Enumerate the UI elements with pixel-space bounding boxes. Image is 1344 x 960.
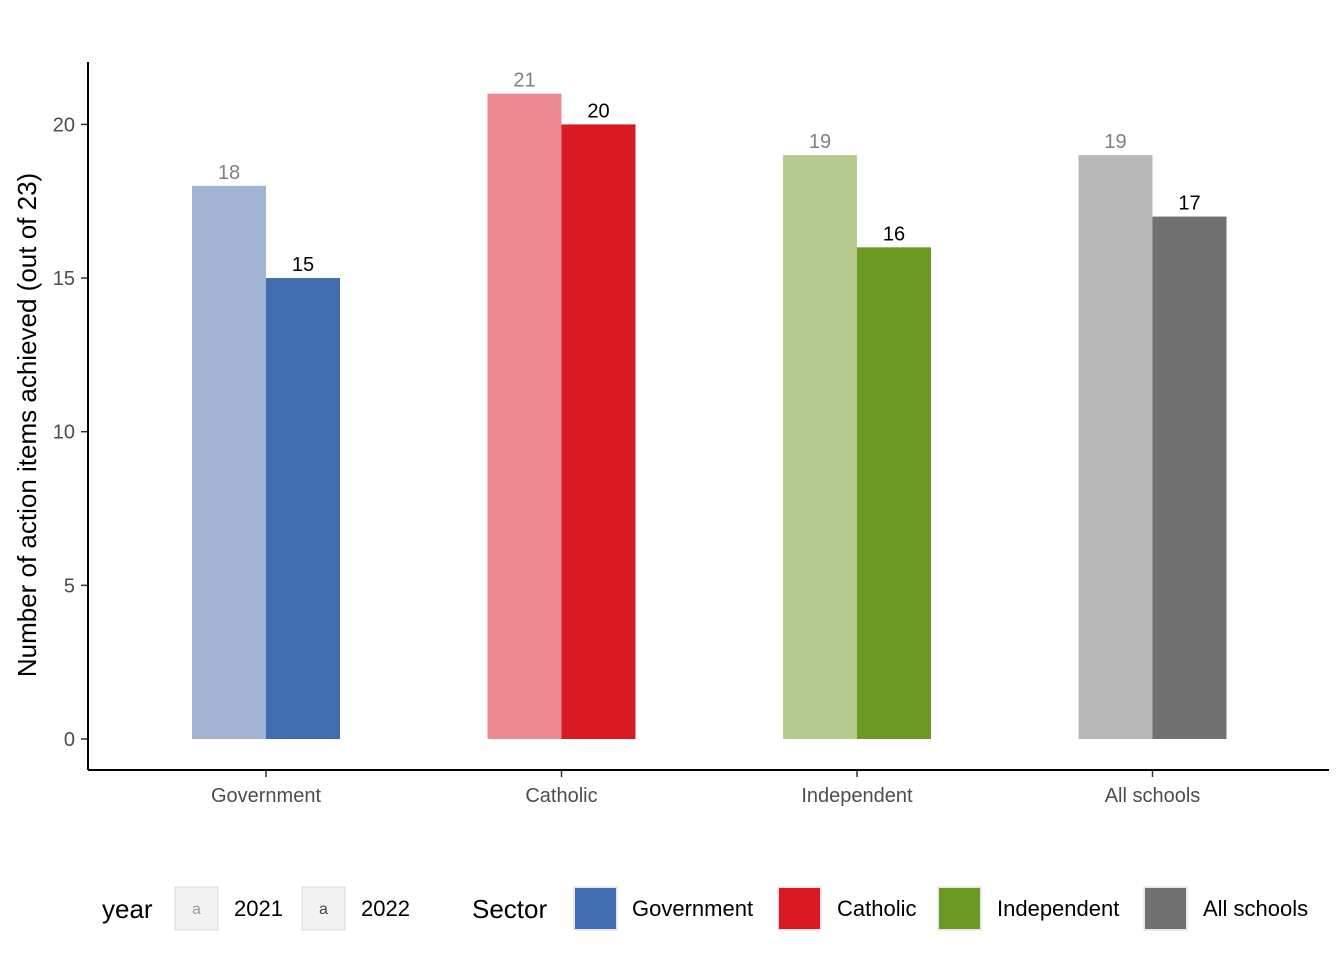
bar-label-government-2021: 18 [218,162,240,184]
legend-sector: Sector Government Catholic Independent A… [472,886,1308,931]
legend-sector-title: Sector [472,894,547,924]
bar-government-2022 [266,278,340,739]
x-tick-label-catholic: Catholic [525,785,597,807]
legend-label-all-schools: All schools [1203,896,1308,921]
y-tick-label-0: 0 [64,729,75,751]
legend-key-2021: a [174,886,219,931]
legend-key-independent [939,888,980,929]
y-axis-title: Number of action items achieved (out of … [12,173,42,677]
legend-year: year a 2021 a 2022 [102,886,410,931]
bar-label-independent-2021: 19 [809,131,831,153]
bar-catholic-2021 [487,93,562,740]
legend-label-government: Government [632,896,753,921]
legend-key-all-schools [1145,888,1186,929]
legend-key-catholic [779,888,820,929]
legend-year-title: year [102,894,153,924]
bar-label-catholic-2021: 21 [513,70,535,92]
x-tick-label-government: Government [211,785,321,807]
y-tick-label-15: 15 [53,268,75,290]
x-axis-ticks: Government Catholic Independent All schools [211,770,1200,807]
legend-key-2021-box [174,886,219,931]
bar-government-2021 [192,185,266,740]
legend-label-2021: 2021 [234,896,283,921]
bar-independent-2022 [857,247,931,739]
bar-catholic-2022 [561,124,636,739]
bar-label-catholic-2022: 20 [587,100,609,122]
x-tick-label-independent: Independent [801,785,913,807]
y-tick-label-10: 10 [53,422,75,444]
bars-layer [192,93,1227,740]
y-axis-ticks: 0 5 10 15 20 [53,114,88,751]
legend-key-government [575,888,616,929]
bar-label-independent-2022: 16 [883,223,905,245]
legend-key-2021-letter: a [192,901,201,918]
bar-all-schools-2021 [1078,155,1153,739]
legend-key-2022-box [301,886,346,931]
bar-independent-2021 [783,155,857,739]
bar-label-government-2022: 15 [292,254,314,276]
legend-key-2022: a [301,886,346,931]
bar-all-schools-2022 [1152,216,1227,740]
y-tick-label-20: 20 [53,114,75,136]
bar-labels-layer: 18 15 21 20 19 16 19 17 [218,70,1201,276]
x-tick-label-all-schools: All schools [1105,785,1201,807]
legend-label-independent: Independent [997,896,1119,921]
bar-label-all-schools-2022: 17 [1178,193,1200,215]
y-tick-label-5: 5 [64,575,75,597]
bar-label-all-schools-2021: 19 [1104,131,1126,153]
legend-label-2022: 2022 [361,896,410,921]
legend-key-2022-letter: a [319,901,328,918]
legend-label-catholic: Catholic [837,896,916,921]
